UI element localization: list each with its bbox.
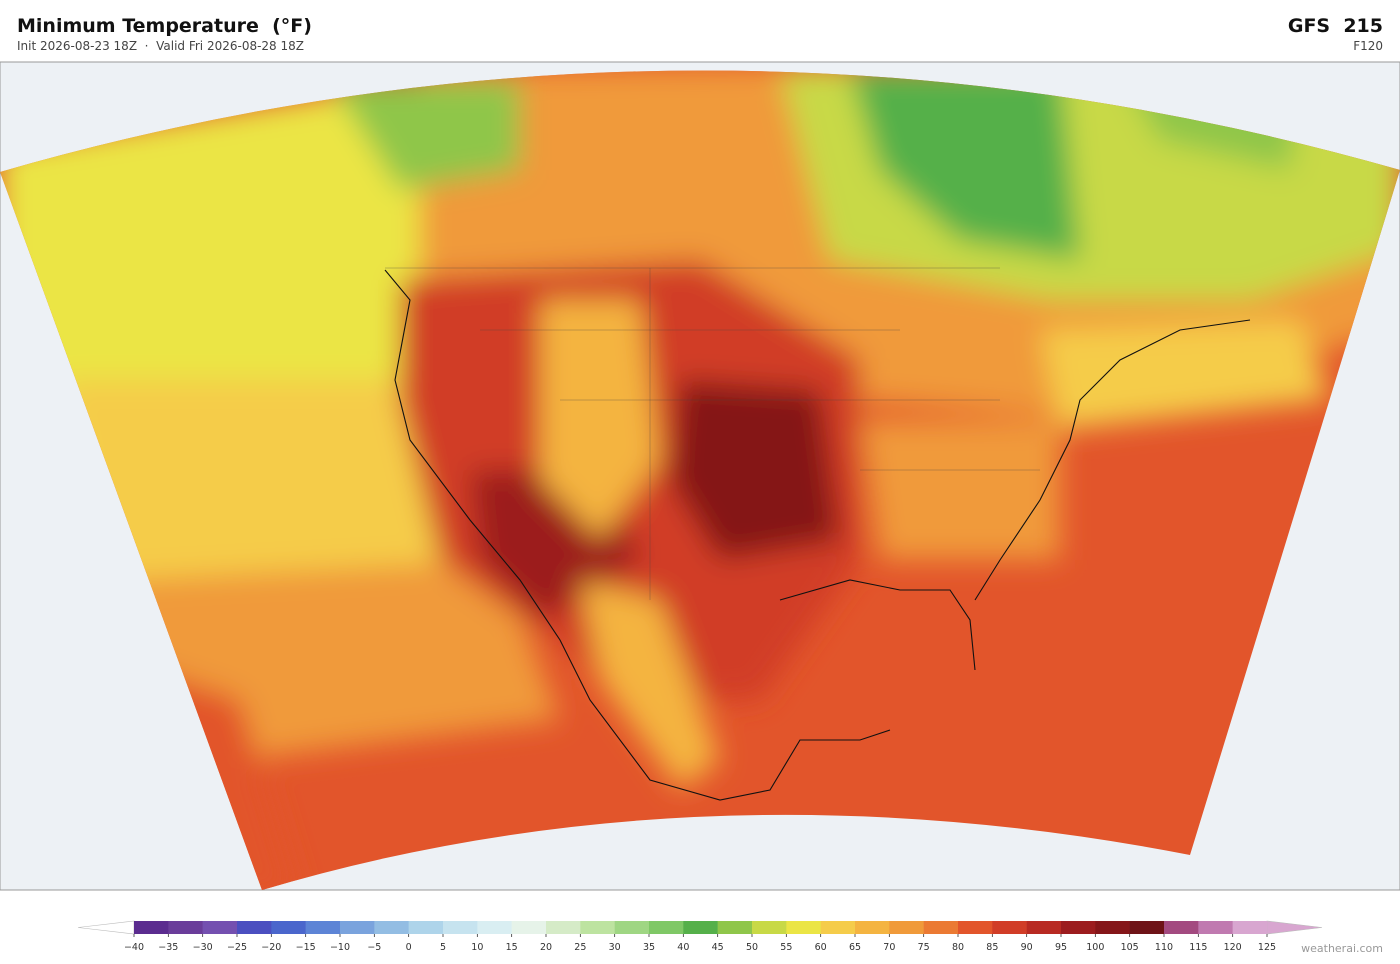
colorbar-tick-label: 55	[780, 942, 792, 953]
colorbar-tick-label: 75	[918, 942, 930, 953]
colorbar-bin	[1061, 921, 1096, 934]
colorbar-bin	[992, 921, 1027, 934]
title: Minimum Temperature (°F)	[17, 15, 312, 37]
colorbar-tick-label: 90	[1021, 942, 1033, 953]
colorbar-extend-high	[1266, 920, 1323, 935]
colorbar-tick-label: 95	[1055, 942, 1067, 953]
forecast-hour: F120	[1353, 39, 1383, 53]
colorbar-tick-label: −30	[193, 942, 213, 953]
colorbar-bin	[683, 921, 718, 934]
colorbar-bin	[546, 921, 581, 934]
colorbar-tick-label: −10	[330, 942, 350, 953]
colorbar-bin	[408, 921, 444, 934]
colorbar-bin	[237, 921, 272, 934]
colorbar-tick-label: 85	[986, 942, 998, 953]
colorbar-bin	[1026, 921, 1062, 934]
colorbar-tick-label: −25	[227, 942, 247, 953]
colorbar-tick-label: 100	[1086, 942, 1104, 953]
subtitle: Init 2026-08-23 18Z · Valid Fri 2026-08-…	[17, 39, 304, 53]
colorbar-tick-label: 0	[406, 942, 412, 953]
colorbar-tick-label: 125	[1258, 942, 1276, 953]
colorbar-bin	[305, 921, 341, 934]
colorbar-bin	[1095, 921, 1130, 934]
colorbar-bin	[1129, 921, 1165, 934]
colorbar-tick-label: 15	[506, 942, 518, 953]
colorbar-tick-label: 10	[471, 942, 483, 953]
colorbar-bin	[168, 921, 203, 934]
colorbar-tick-label: −5	[367, 942, 381, 953]
colorbar-tick-label: 110	[1155, 942, 1173, 953]
colorbar-tick-label: 105	[1121, 942, 1139, 953]
colorbar-bin	[477, 921, 512, 934]
colorbar-bin	[202, 921, 238, 934]
colorbar-bin	[717, 921, 753, 934]
colorbar-tick-label: 70	[883, 942, 895, 953]
colorbar-bin	[649, 921, 684, 934]
colorbar-tick-label: 40	[677, 942, 689, 953]
colorbar-tick-label: 50	[746, 942, 758, 953]
colorbar-tick-label: 25	[574, 942, 586, 953]
colorbar-tick-label: 60	[815, 942, 827, 953]
colorbar-bin	[134, 921, 169, 934]
colorbar-tick-label: −15	[296, 942, 316, 953]
colorbar-bin	[580, 921, 615, 934]
colorbar-bin	[271, 921, 306, 934]
colorbar-tick-label: 20	[540, 942, 552, 953]
colorbar-bin	[1164, 921, 1199, 934]
colorbar-bin	[1232, 921, 1268, 934]
temperature-field	[0, 70, 1400, 891]
model: GFS 215	[1287, 15, 1383, 37]
colorbar-bin	[752, 921, 787, 934]
colorbar-tick-label: 45	[712, 942, 724, 953]
colorbar-bin	[958, 921, 993, 934]
colorbar-tick-label: 65	[849, 942, 861, 953]
colorbar-tick-label: 80	[952, 942, 964, 953]
colorbar-bin	[820, 921, 856, 934]
colorbar-tick-label: 120	[1224, 942, 1242, 953]
colorbar-tick-label: 5	[440, 942, 446, 953]
colorbar-bin	[1198, 921, 1233, 934]
colorbar-bin	[511, 921, 547, 934]
colorbar-tick-label: 115	[1189, 942, 1207, 953]
colorbar-tick-label: −20	[261, 942, 281, 953]
credit: weatherai.com	[1301, 942, 1383, 955]
colorbar-bin	[443, 921, 478, 934]
colorbar-extend-low	[77, 920, 135, 935]
colorbar-bin	[340, 921, 375, 934]
colorbar-bin	[855, 921, 890, 934]
colorbar-tick-label: 35	[643, 942, 655, 953]
colorbar-tick-label: 30	[609, 942, 621, 953]
colorbar-bin	[614, 921, 650, 934]
colorbar: −40 −35 −30 −25 −20 −15 −10 −5 0 5 10 15 20 25 30 35 40 4…	[77, 920, 1323, 953]
colorbar-bin	[374, 921, 409, 934]
colorbar-bin	[786, 921, 821, 934]
colorbar-bin	[923, 921, 959, 934]
colorbar-tick-label: −35	[158, 942, 178, 953]
colorbar-bin	[889, 921, 924, 934]
colorbar-tick-label: −40	[124, 942, 144, 953]
